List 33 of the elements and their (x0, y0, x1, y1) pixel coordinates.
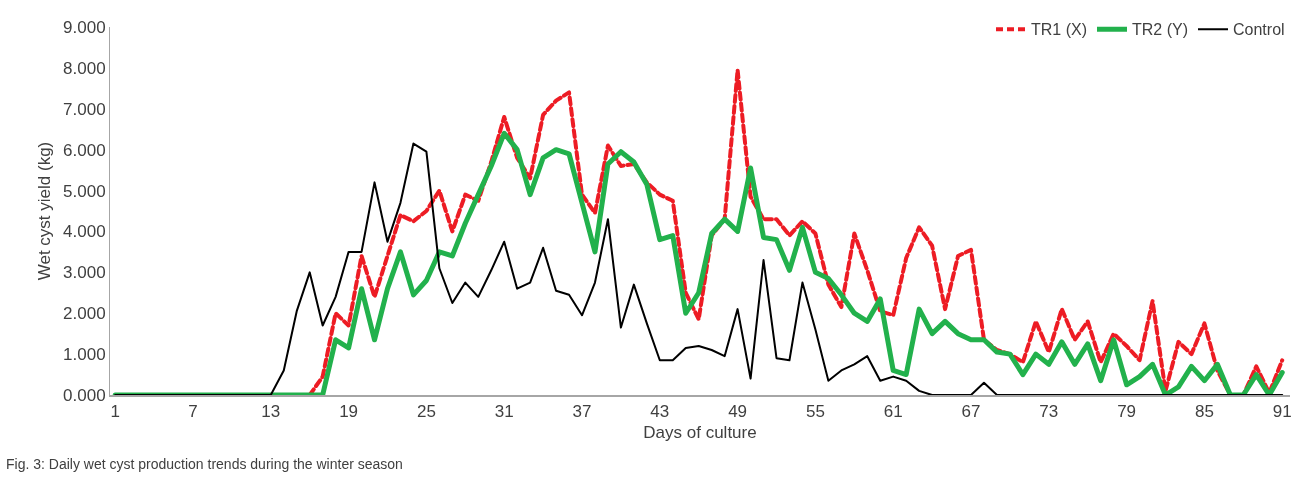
x-tick-label: 91 (1272, 402, 1292, 422)
y-tick-label: 7.000 (63, 99, 106, 119)
line-series (307, 67, 1285, 395)
y-tick-label: 1.000 (63, 345, 106, 365)
legend-label: TR2 (Y) (1132, 21, 1188, 39)
y-axis-title: Wet cyst yield (kg) (34, 141, 54, 281)
y-tick-label: 0.000 (63, 385, 106, 405)
x-tick-label: 49 (728, 402, 748, 422)
x-tick-label: 19 (339, 402, 359, 422)
legend-label: Control (1233, 21, 1285, 39)
x-tick-label: 13 (261, 402, 281, 422)
caption: Fig. 3: Daily wet cyst production trends during the winter season (6, 456, 403, 472)
x-tick-label: 1 (110, 402, 120, 422)
x-tick-label: 25 (416, 402, 436, 422)
y-tick-label: 6.000 (63, 140, 106, 160)
x-tick-label: 31 (494, 402, 514, 422)
y-tick-label: 8.000 (63, 58, 106, 78)
x-tick-label: 61 (883, 402, 903, 422)
x-tick-label: 79 (1117, 402, 1137, 422)
x-tick-label: 67 (961, 402, 981, 422)
x-tick-label: 37 (572, 402, 592, 422)
legend-label: TR1 (X) (1031, 21, 1087, 39)
y-tick-label: 3.000 (63, 263, 106, 283)
x-tick-label: 73 (1039, 402, 1059, 422)
y-tick-label: 9.000 (63, 17, 106, 37)
y-tick-label: 5.000 (63, 181, 106, 201)
x-axis-title: Days of culture (643, 423, 757, 443)
y-tick-label: 2.000 (63, 304, 106, 324)
x-tick-label: 55 (805, 402, 825, 422)
x-tick-label: 85 (1194, 402, 1214, 422)
x-tick-label: 43 (650, 402, 670, 422)
x-tick-label: 7 (188, 402, 198, 422)
y-tick-label: 4.000 (63, 222, 106, 242)
